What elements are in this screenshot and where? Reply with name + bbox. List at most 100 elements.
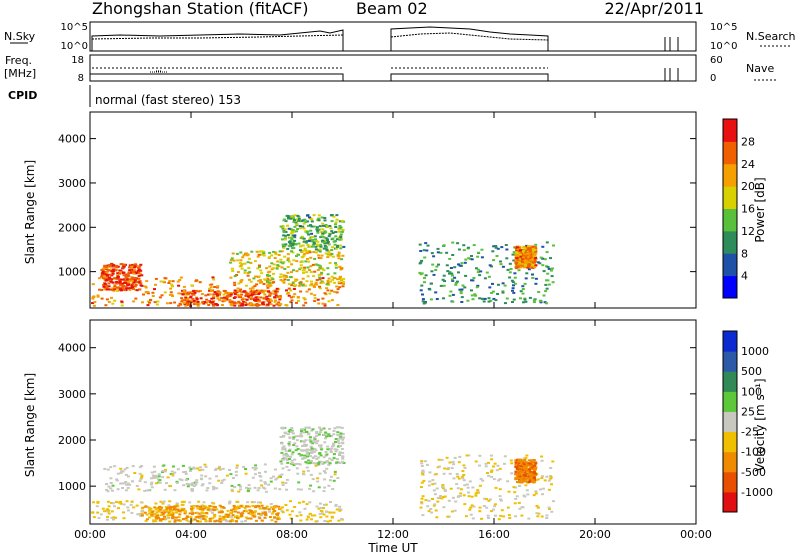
- colorbar-tick-label: 16: [741, 203, 755, 216]
- data-cell: [128, 266, 131, 269]
- data-cell: [220, 517, 224, 520]
- data-cell: [523, 298, 527, 301]
- data-cell: [154, 482, 158, 485]
- data-cell: [516, 460, 520, 463]
- data-cell: [282, 456, 286, 459]
- data-cell: [140, 507, 144, 510]
- data-cell: [283, 244, 287, 247]
- data-cell: [534, 243, 538, 246]
- data-cell: [450, 467, 454, 470]
- data-cell: [273, 468, 277, 471]
- data-cell: [289, 217, 293, 220]
- data-cell: [492, 297, 496, 300]
- data-cell: [151, 291, 155, 294]
- data-cell: [208, 287, 211, 290]
- freq-strip: Freq. [MHz] Nave 18 8 60 0: [4, 54, 776, 84]
- colorbar-tick-label: 4: [741, 270, 748, 283]
- data-cell: [422, 249, 426, 252]
- data-cell: [302, 304, 306, 307]
- data-cell: [462, 244, 466, 247]
- data-cell: [138, 466, 142, 469]
- data-cell: [421, 300, 425, 303]
- data-cell: [516, 481, 519, 483]
- data-cell: [470, 504, 474, 507]
- data-cell: [471, 298, 475, 301]
- data-cell: [246, 274, 250, 277]
- data-cell: [111, 281, 115, 284]
- data-cell: [459, 290, 463, 293]
- data-cell: [173, 520, 177, 523]
- data-cell: [216, 294, 220, 297]
- data-cell: [111, 272, 115, 275]
- data-cell: [461, 284, 465, 287]
- data-cell: [304, 430, 308, 433]
- data-cell: [171, 474, 175, 477]
- data-cell: [312, 439, 316, 442]
- data-region: [514, 458, 538, 484]
- data-cell: [186, 297, 190, 300]
- data-cell: [279, 460, 283, 463]
- data-cell: [119, 500, 122, 503]
- data-cell: [228, 301, 232, 304]
- data-cell: [269, 303, 273, 306]
- data-cell: [321, 463, 325, 465]
- data-cell: [91, 511, 95, 514]
- data-cell: [476, 271, 480, 274]
- data-cell: [262, 283, 266, 285]
- data-cell: [232, 297, 236, 299]
- data-cell: [198, 281, 202, 284]
- data-cell: [490, 458, 494, 461]
- data-cell: [211, 276, 215, 279]
- data-cell: [317, 256, 321, 259]
- data-cell: [521, 285, 525, 288]
- data-cell: [324, 252, 328, 255]
- data-cell: [266, 275, 270, 278]
- data-cell: [526, 473, 530, 476]
- data-cell: [541, 257, 545, 260]
- data-cell: [318, 452, 322, 455]
- data-cell: [143, 285, 147, 288]
- data-cell: [285, 465, 289, 468]
- data-cell: [304, 221, 308, 223]
- data-cell: [154, 515, 158, 518]
- data-cell: [465, 483, 469, 486]
- data-cell: [118, 271, 122, 274]
- data-cell: [495, 255, 499, 257]
- data-cell: [274, 292, 278, 295]
- data-cell: [428, 480, 432, 483]
- colorbar-swatch: [723, 253, 737, 277]
- data-cell: [248, 293, 252, 296]
- data-cell: [323, 433, 326, 436]
- data-cell: [446, 515, 450, 518]
- data-cell: [280, 250, 284, 253]
- data-cell: [262, 508, 266, 511]
- data-cell: [175, 502, 179, 505]
- data-cell: [113, 286, 117, 289]
- data-cell: [326, 256, 330, 259]
- data-cell: [195, 481, 199, 484]
- data-cell: [100, 297, 104, 300]
- data-cell: [93, 301, 97, 303]
- data-cell: [332, 433, 336, 436]
- data-cell: [505, 248, 509, 251]
- data-cell: [239, 280, 243, 283]
- data-cell: [490, 510, 494, 513]
- data-cell: [299, 519, 303, 522]
- data-cell: [291, 451, 295, 454]
- data-cell: [492, 465, 495, 468]
- data-cell: [524, 257, 528, 260]
- data-cell: [135, 281, 139, 284]
- data-cell: [297, 481, 301, 484]
- data-cell: [252, 277, 256, 280]
- data-region: [140, 504, 283, 523]
- data-cell: [323, 486, 327, 489]
- data-cell: [448, 271, 452, 274]
- data-cell: [236, 516, 239, 519]
- data-cell: [339, 236, 343, 239]
- data-cell: [312, 490, 316, 493]
- data-cell: [264, 490, 268, 493]
- data-cell: [517, 481, 521, 484]
- data-cell: [130, 279, 134, 282]
- data-cell: [323, 219, 327, 222]
- data-cell: [304, 461, 308, 464]
